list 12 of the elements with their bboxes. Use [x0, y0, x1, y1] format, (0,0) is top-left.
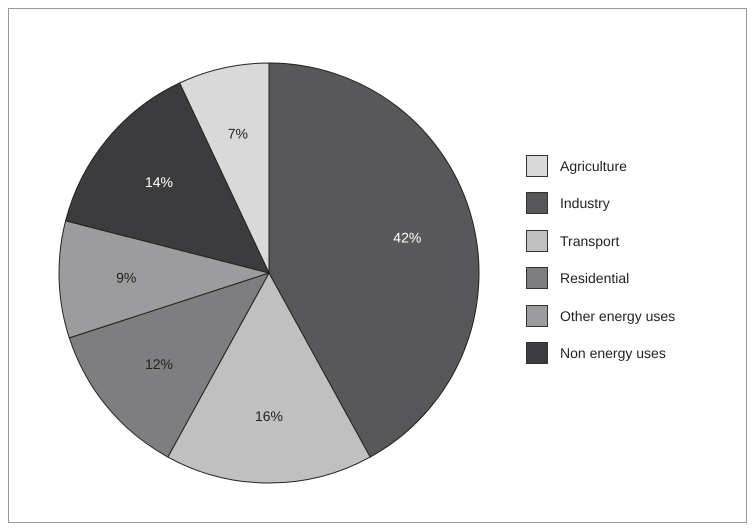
legend-label: Industry: [560, 195, 610, 212]
data-label: 14%: [144, 174, 173, 190]
legend-label: Other energy uses: [560, 308, 676, 324]
data-label: 12%: [144, 356, 173, 372]
data-label: 42%: [393, 229, 422, 246]
legend-label: Agriculture: [560, 158, 627, 174]
legend-label: Residential: [560, 270, 630, 286]
data-label: 16%: [254, 408, 284, 424]
data-label: 7%: [228, 126, 248, 142]
data-label: 9%: [116, 269, 136, 286]
legend-label: Transport: [560, 232, 620, 249]
legend-label: Non energy uses: [560, 345, 666, 362]
